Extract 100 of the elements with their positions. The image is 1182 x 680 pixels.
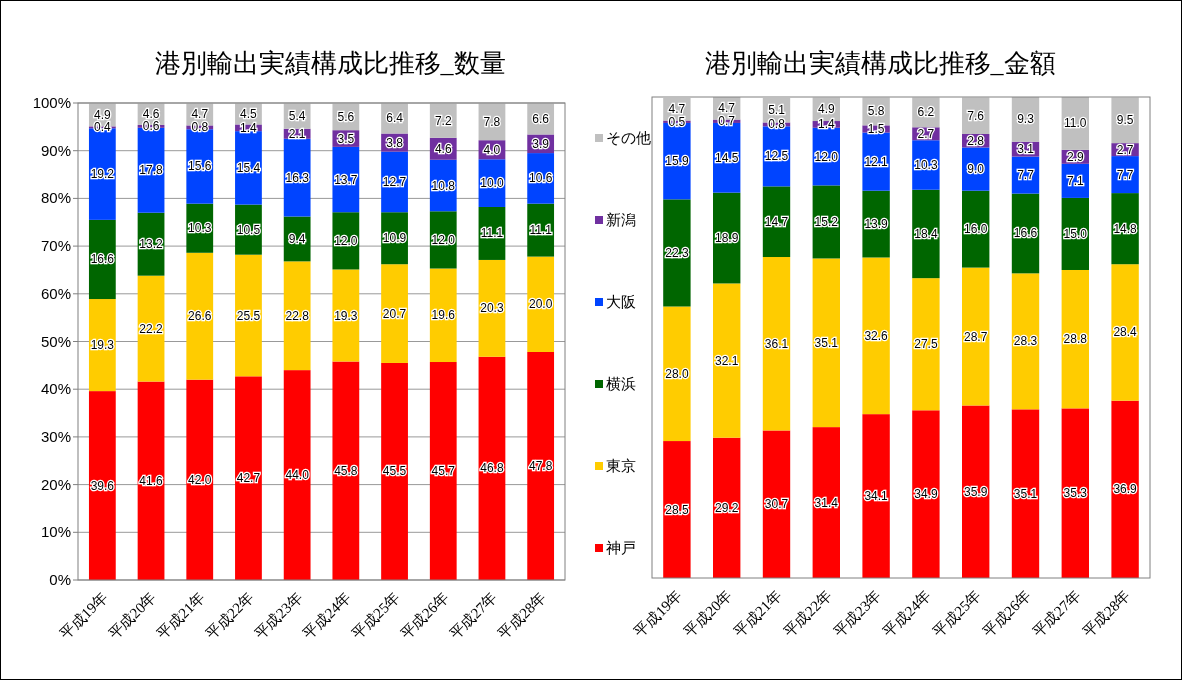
data-label: 1.5 bbox=[867, 121, 885, 136]
data-label: 36.1 bbox=[764, 336, 789, 351]
bar bbox=[332, 361, 360, 580]
data-label: 10.0 bbox=[480, 176, 504, 191]
bar bbox=[381, 264, 408, 363]
data-label: 9.5 bbox=[1116, 113, 1134, 128]
data-label: 3.1 bbox=[1017, 142, 1035, 157]
bar bbox=[478, 356, 506, 580]
data-label: 4.9 bbox=[94, 107, 112, 122]
data-label: 0.5 bbox=[668, 114, 686, 129]
y-tick-label: 10% bbox=[40, 523, 71, 541]
chart-title: 港別輸出実績構成比推移_数量 bbox=[154, 49, 506, 78]
data-label: 10.9 bbox=[382, 231, 407, 246]
data-label: 28.5 bbox=[665, 502, 689, 517]
data-label: 46.8 bbox=[480, 461, 504, 476]
data-label: 15.2 bbox=[814, 214, 839, 229]
data-label: 16.3 bbox=[285, 170, 310, 185]
bar bbox=[332, 269, 360, 362]
data-label: 20.0 bbox=[528, 297, 553, 312]
data-label: 12.7 bbox=[382, 174, 407, 189]
data-label: 22.3 bbox=[665, 245, 689, 260]
data-label: 9.4 bbox=[288, 231, 306, 246]
bar bbox=[1061, 408, 1089, 578]
data-label: 12.1 bbox=[864, 154, 889, 169]
data-label: 5.6 bbox=[337, 109, 355, 124]
data-label: 35.1 bbox=[814, 335, 839, 350]
data-label: 15.4 bbox=[236, 160, 261, 175]
data-label: 12.0 bbox=[431, 232, 456, 247]
data-label: 12.0 bbox=[334, 233, 358, 248]
data-label: 16.6 bbox=[90, 252, 115, 267]
data-label: 42.7 bbox=[236, 471, 261, 486]
data-label: 4.5 bbox=[240, 106, 258, 121]
data-label: 35.9 bbox=[964, 484, 988, 499]
data-label: 34.1 bbox=[864, 489, 889, 504]
data-label: 7.8 bbox=[483, 114, 501, 129]
legend-label: 東京 bbox=[606, 457, 636, 474]
bar bbox=[381, 362, 408, 580]
data-label: 2.7 bbox=[917, 126, 935, 141]
data-label: 1.4 bbox=[240, 120, 258, 135]
data-label: 15.9 bbox=[665, 154, 689, 169]
data-label: 4.9 bbox=[817, 102, 835, 117]
data-label: 3.8 bbox=[386, 135, 404, 150]
data-label: 4.0 bbox=[483, 142, 501, 157]
legend-label: 神戸 bbox=[606, 539, 636, 556]
data-label: 20.7 bbox=[382, 306, 407, 321]
bar bbox=[1011, 409, 1040, 578]
data-label: 2.8 bbox=[967, 133, 985, 148]
data-label: 14.7 bbox=[764, 214, 789, 229]
bar bbox=[812, 427, 840, 578]
data-label: 13.9 bbox=[864, 217, 889, 232]
data-label: 0.6 bbox=[142, 119, 160, 134]
data-label: 5.1 bbox=[768, 103, 786, 118]
data-label: 13.2 bbox=[139, 237, 164, 252]
data-label: 3.9 bbox=[532, 136, 550, 151]
data-label: 10.5 bbox=[236, 222, 261, 237]
data-label: 7.7 bbox=[1017, 168, 1035, 183]
data-label: 41.6 bbox=[139, 473, 164, 488]
data-label: 12.0 bbox=[814, 149, 839, 164]
data-label: 6.2 bbox=[917, 105, 935, 120]
bar bbox=[962, 405, 990, 578]
data-label: 10.3 bbox=[914, 157, 938, 172]
data-label: 4.6 bbox=[434, 141, 452, 156]
data-label: 16.0 bbox=[964, 222, 988, 237]
data-label: 6.6 bbox=[532, 111, 550, 126]
data-label: 26.6 bbox=[188, 309, 212, 324]
data-label: 7.1 bbox=[1066, 173, 1084, 188]
data-label: 5.4 bbox=[288, 108, 306, 123]
data-label: 36.9 bbox=[1113, 482, 1138, 497]
data-label: 28.7 bbox=[964, 329, 988, 344]
bar bbox=[663, 199, 691, 307]
data-label: 6.4 bbox=[386, 111, 404, 126]
data-label: 28.0 bbox=[665, 366, 689, 381]
bar bbox=[962, 267, 990, 406]
bar bbox=[912, 410, 940, 578]
bar bbox=[1011, 273, 1040, 410]
data-label: 22.8 bbox=[285, 308, 310, 323]
data-label: 4.7 bbox=[191, 107, 209, 122]
data-label: 28.4 bbox=[1113, 325, 1138, 340]
data-label: 19.2 bbox=[90, 167, 115, 182]
bar bbox=[663, 441, 691, 578]
data-label: 19.6 bbox=[431, 308, 456, 323]
data-label: 3.5 bbox=[337, 131, 355, 146]
data-label: 10.6 bbox=[528, 171, 553, 186]
bar bbox=[88, 391, 116, 580]
data-label: 19.3 bbox=[90, 338, 115, 353]
data-label: 18.4 bbox=[914, 226, 938, 241]
data-label: 7.2 bbox=[434, 113, 452, 128]
x-tick-label: 平成28年 bbox=[1079, 586, 1134, 641]
y-tick-label: 90% bbox=[40, 141, 71, 159]
y-tick-label: 30% bbox=[40, 427, 71, 445]
data-label: 28.8 bbox=[1063, 332, 1088, 347]
bar bbox=[1061, 269, 1089, 409]
bar bbox=[137, 381, 165, 580]
data-label: 39.6 bbox=[90, 478, 115, 493]
data-label: 15.6 bbox=[188, 159, 212, 174]
data-label: 11.1 bbox=[480, 226, 504, 241]
bar bbox=[862, 414, 890, 578]
bar bbox=[283, 261, 311, 371]
x-tick-label: 平成28年 bbox=[495, 588, 549, 643]
data-label: 10.3 bbox=[188, 221, 212, 236]
